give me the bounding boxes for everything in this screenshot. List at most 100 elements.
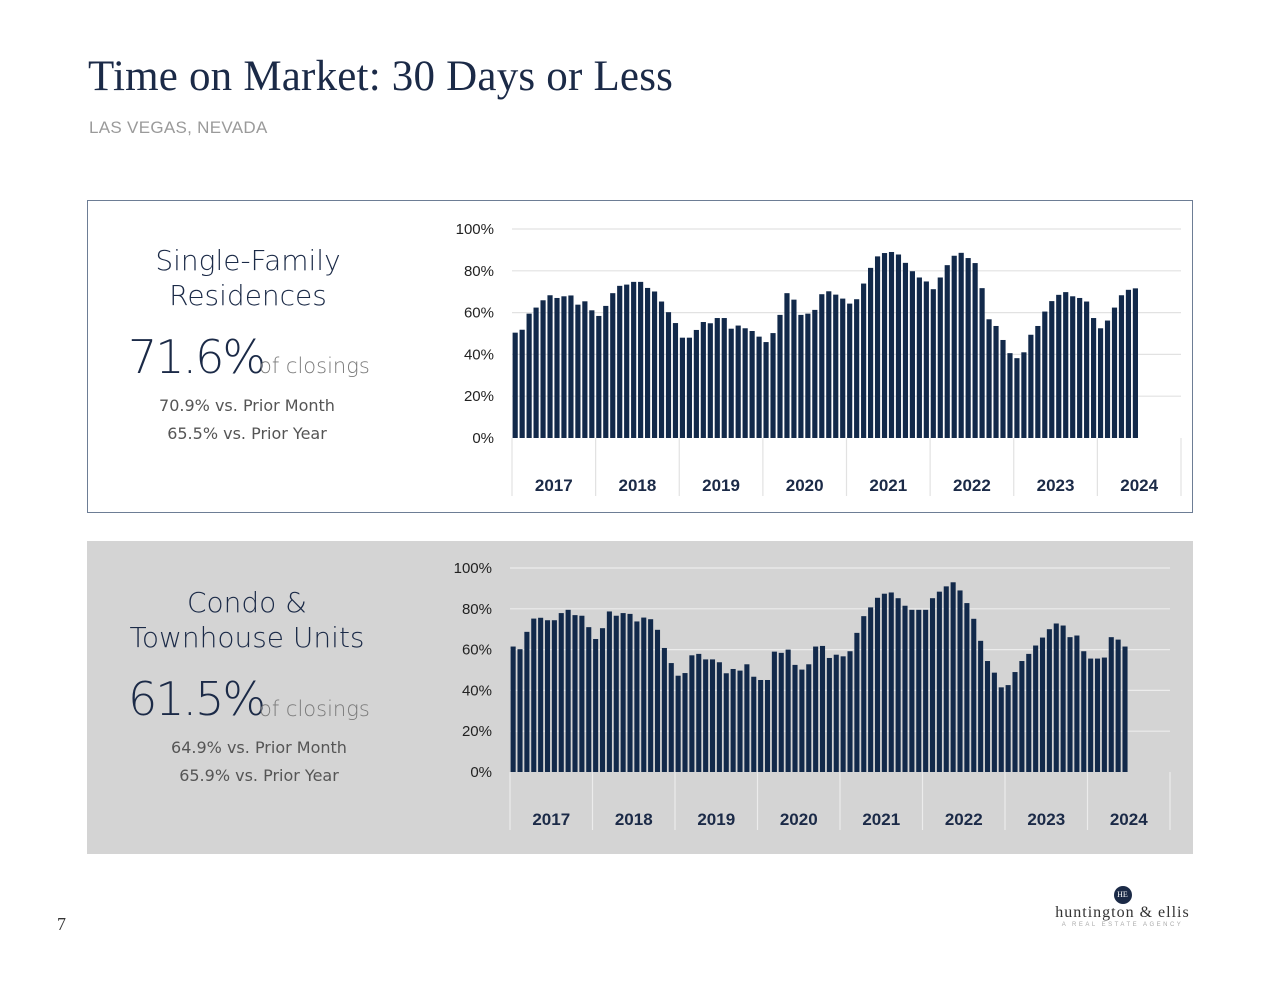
bar — [971, 618, 977, 772]
bar — [819, 294, 825, 438]
bar — [929, 598, 936, 772]
panel-title-line2: Residences — [169, 279, 327, 312]
bar — [1122, 646, 1128, 772]
bar — [707, 323, 713, 438]
prior-month-comparison: 70.9% vs. Prior Month — [159, 396, 335, 415]
bar — [895, 254, 902, 438]
x-tick-label: 2023 — [1037, 476, 1075, 495]
bar — [575, 304, 581, 438]
bar — [1019, 661, 1025, 772]
x-tick-label: 2020 — [780, 810, 818, 829]
y-tick-label: 0% — [470, 764, 492, 781]
bar — [1132, 288, 1138, 438]
bar — [512, 332, 518, 438]
bar — [1056, 294, 1062, 438]
bar — [888, 251, 895, 438]
bar — [568, 295, 574, 438]
bar — [868, 267, 874, 438]
bar — [902, 605, 908, 772]
bar — [813, 646, 819, 772]
logo-monogram: HE — [1113, 886, 1132, 904]
bar — [714, 318, 720, 438]
bar — [972, 263, 978, 438]
bar — [735, 325, 741, 438]
bar — [806, 664, 812, 772]
bar — [1012, 672, 1018, 772]
bar — [1033, 645, 1039, 772]
bar — [547, 295, 553, 438]
bar — [544, 620, 551, 772]
bar — [1115, 639, 1121, 772]
bar — [1049, 301, 1055, 438]
bar — [1094, 658, 1101, 772]
bar — [951, 255, 957, 438]
x-tick-label: 2019 — [697, 810, 735, 829]
bar — [840, 656, 846, 772]
bar — [1042, 311, 1048, 438]
bar — [1014, 358, 1020, 438]
y-tick-label: 100% — [456, 221, 494, 238]
bar — [728, 328, 734, 438]
bar — [1084, 301, 1090, 438]
bar — [631, 281, 637, 438]
panel-title-line1: Condo & — [186, 586, 308, 619]
bar — [763, 342, 769, 438]
bar — [937, 277, 943, 438]
bar — [895, 598, 901, 772]
bar — [679, 337, 686, 438]
x-tick-label: 2017 — [532, 810, 570, 829]
bar — [861, 616, 867, 772]
bar — [881, 253, 888, 438]
bar — [1035, 325, 1041, 438]
panel-title-line2: Townhouse Units — [129, 621, 365, 654]
bar — [540, 300, 546, 438]
x-tick-label: 2024 — [1110, 810, 1148, 829]
x-tick-label: 2023 — [1027, 810, 1065, 829]
bar — [565, 609, 571, 772]
bar — [654, 629, 661, 772]
bar — [874, 597, 881, 772]
bar — [696, 653, 702, 772]
bar — [916, 609, 922, 772]
bar — [756, 336, 762, 438]
y-tick-label: 40% — [462, 682, 492, 699]
logo-tagline: A REAL ESTATE AGENCY — [1061, 922, 1184, 928]
bar — [978, 640, 984, 772]
bar — [1053, 623, 1059, 772]
bar — [909, 271, 915, 438]
bar — [638, 281, 644, 438]
bar — [627, 613, 633, 772]
bar — [723, 673, 729, 772]
prior-year-comparison: 65.9% vs. Prior Year — [179, 766, 339, 785]
bar — [1101, 657, 1107, 772]
bar — [730, 668, 736, 772]
bar — [998, 687, 1004, 772]
bar — [826, 291, 832, 438]
bar — [593, 638, 599, 772]
bar — [1060, 625, 1066, 772]
y-tick-label: 60% — [462, 642, 492, 659]
bar — [1028, 334, 1034, 438]
bar — [957, 590, 963, 772]
bar — [693, 329, 699, 438]
bar — [1081, 651, 1087, 772]
bar — [751, 676, 757, 772]
bar — [610, 293, 616, 438]
bar — [854, 299, 860, 438]
condo-value-suffix: of closings — [259, 697, 370, 721]
y-tick-label: 80% — [464, 263, 494, 280]
bar — [561, 296, 567, 438]
bar — [812, 309, 818, 438]
y-tick-label: 40% — [464, 346, 494, 363]
bar — [847, 651, 853, 772]
bar — [1021, 352, 1027, 438]
bar — [868, 607, 874, 772]
prior-year-comparison: 65.5% vs. Prior Year — [167, 424, 327, 443]
bar — [1070, 296, 1076, 438]
x-tick-label: 2018 — [619, 476, 657, 495]
bar — [943, 586, 949, 772]
bar — [1125, 289, 1132, 438]
logo-name: huntington & ellis — [1055, 904, 1190, 921]
single-family-comparisons: 70.9% vs. Prior Month 65.5% vs. Prior Ye… — [87, 392, 407, 448]
